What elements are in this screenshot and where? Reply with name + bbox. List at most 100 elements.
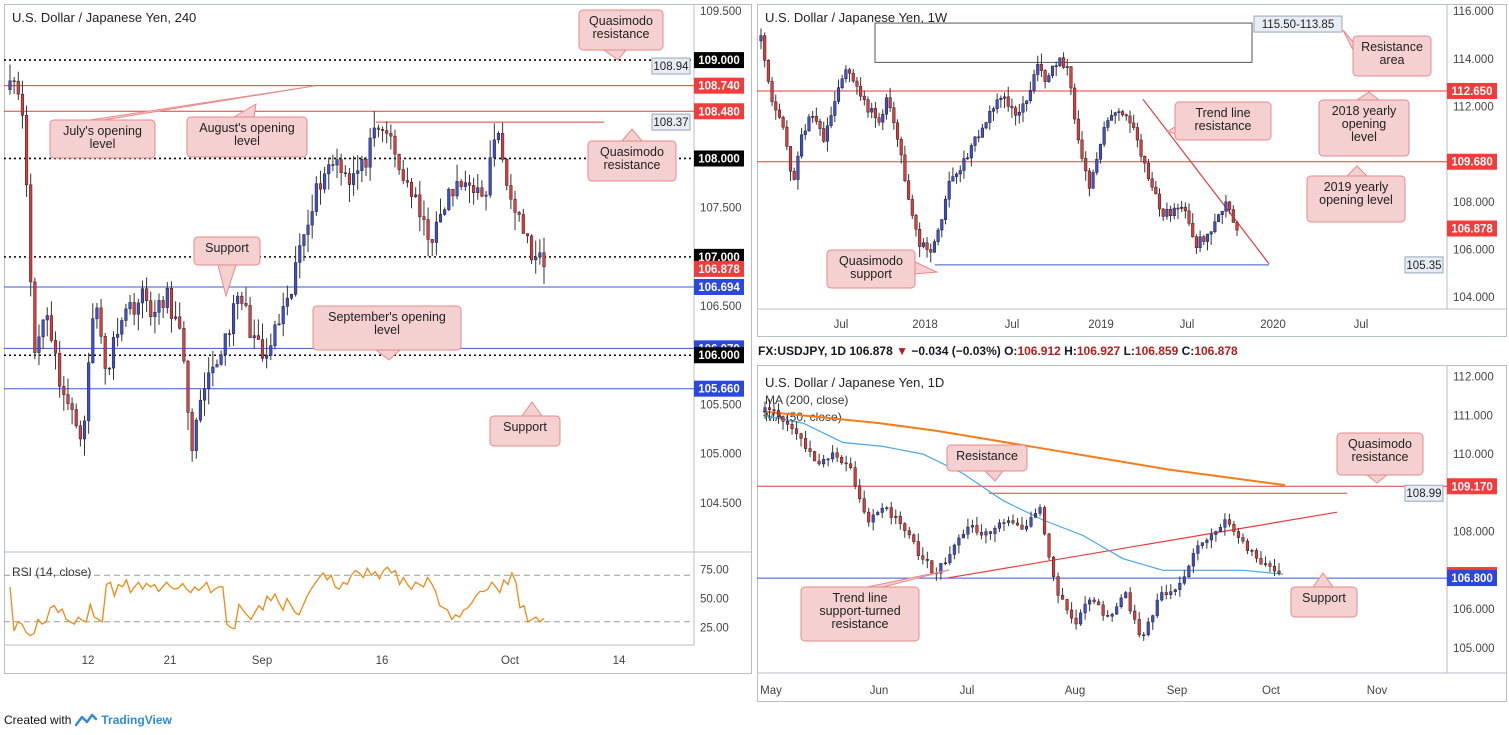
candle [776,403,781,424]
candle [1151,614,1155,630]
price-badge-box [694,52,744,69]
candle-body [1220,210,1224,215]
candle-body [25,115,29,186]
candle [1213,213,1217,234]
price-badge: 105.35 [1404,256,1444,274]
h4-chart[interactable]: U.S. Dollar / Japanese Yen, 240 109.000 10… [4,4,752,674]
candle-body [521,214,525,234]
candle-body [1214,531,1218,535]
candle-body [45,315,49,321]
candle-body [1160,592,1164,601]
x-tick-label: 2020 [1260,319,1286,331]
x-tick-label: Jul [1180,319,1195,331]
candle-body [16,80,20,95]
candle-body [1069,66,1073,89]
candle [918,222,922,258]
candle-body [393,135,397,155]
candle [1191,213,1195,238]
candle-body [1164,592,1168,595]
candle [804,430,808,453]
daily-chart[interactable]: U.S. Dollar / Japanese Yen, 1D MA (200, c… [757,365,1507,702]
candle-body [925,558,929,561]
candle-body [1228,201,1232,210]
price-badge-box [1447,82,1497,99]
candle-body [20,93,24,116]
candle-body [327,164,331,175]
candle [1146,158,1150,181]
candle-body [198,399,202,421]
callout-july-opening-text: July's opening [63,124,142,138]
candle-body [49,315,53,341]
callout-quasimodo-resistance-box [587,140,677,182]
candle-body [1202,236,1206,242]
candle [829,106,833,129]
candle [8,64,12,95]
candle [980,123,984,138]
candle-body [1245,540,1249,551]
candle [157,293,161,325]
candle [20,80,24,129]
candle-body [1213,221,1217,233]
candle-body [1254,550,1259,559]
candle [140,280,145,319]
candle [822,121,826,144]
candle [459,179,463,191]
candle-body [1200,542,1204,546]
candle [877,112,881,126]
candle [87,352,91,434]
candle-body [509,185,513,200]
candle-body [1080,139,1084,159]
candle-body [314,183,318,212]
candle [33,277,37,360]
panel-border [757,4,1507,337]
candle-body [817,460,821,465]
candle [962,150,966,179]
candle [1214,530,1218,542]
candle [1217,213,1221,223]
candle [1259,551,1263,565]
candle [825,117,829,152]
candle-body [265,355,269,359]
candle [1087,167,1091,197]
candle [979,524,983,540]
weekly-chart-panel: U.S. Dollar / Japanese Yen, 1W 115.50-113… [757,4,1507,337]
footer-created-with: Created with [4,713,72,727]
x-tick-label: 2018 [912,319,938,331]
candle-body [169,288,173,319]
candle-body [472,185,476,194]
rsi-line [9,566,545,637]
candle-body [1036,64,1040,75]
candle [1002,518,1006,532]
callout-2019-opening-text: 2019 yearly [1324,180,1389,194]
candle [364,156,368,176]
candle [409,178,414,209]
candle [1083,596,1087,620]
callout-support-lower-text: Support [503,420,547,434]
candle-body [1028,90,1032,101]
callout-2019-opening-pointer [1345,165,1369,177]
footer-brand[interactable]: TradingView [101,713,172,727]
candle [907,173,911,201]
candle [1038,504,1042,517]
candle [149,291,153,326]
price-badge-box [694,103,744,120]
candle-body [132,302,136,315]
y-tick-label: 108.000 [1453,197,1495,209]
candle [814,107,818,125]
candle-body [796,155,800,180]
candle-body [430,239,434,243]
candle [894,509,898,524]
candle-body [766,59,770,82]
candle [207,357,211,405]
candle-body [969,145,973,159]
weekly-chart[interactable]: U.S. Dollar / Japanese Yen, 1W 115.50-113… [757,4,1507,337]
candle-body [859,85,863,97]
callout-quasimodo-resistance-top-box [578,9,664,51]
y-tick-label: 108.000 [1453,527,1495,539]
candle [16,71,20,100]
candle-body [1091,172,1095,189]
candle [808,440,812,458]
candle [781,115,785,130]
h4-chart-panel: U.S. Dollar / Japanese Yen, 240 109.000 10… [4,4,752,674]
